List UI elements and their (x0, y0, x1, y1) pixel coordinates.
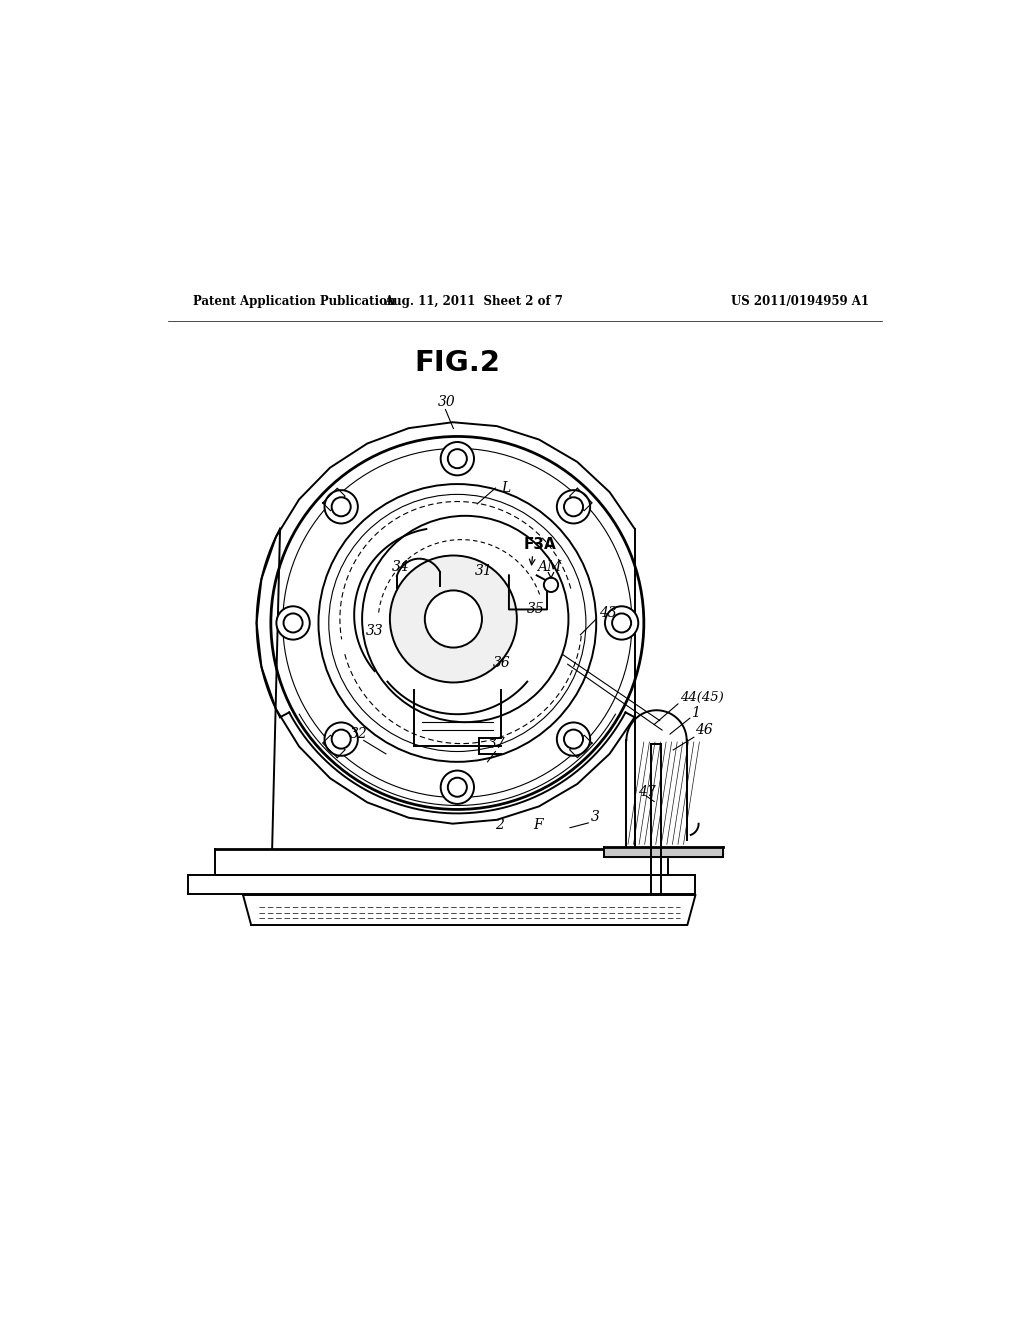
Circle shape (557, 722, 590, 756)
Text: Patent Application Publication: Patent Application Publication (194, 296, 395, 308)
Text: 33: 33 (367, 624, 384, 638)
Circle shape (612, 614, 631, 632)
Circle shape (332, 498, 350, 516)
Circle shape (425, 590, 482, 648)
Circle shape (276, 606, 309, 640)
Text: 1: 1 (691, 706, 700, 719)
Polygon shape (323, 488, 345, 511)
Text: 32: 32 (350, 727, 368, 741)
Text: 35: 35 (527, 602, 545, 615)
Text: 37: 37 (487, 738, 505, 751)
Text: 2: 2 (496, 818, 504, 833)
Circle shape (447, 449, 467, 469)
Circle shape (544, 578, 558, 591)
Text: F3A: F3A (523, 537, 556, 552)
Text: US 2011/0194959 A1: US 2011/0194959 A1 (731, 296, 869, 308)
Text: 44(45): 44(45) (680, 690, 723, 704)
Text: 36: 36 (494, 656, 511, 669)
Circle shape (325, 722, 357, 756)
Text: 30: 30 (437, 395, 456, 409)
Polygon shape (569, 735, 592, 758)
Text: 43: 43 (599, 606, 616, 619)
Circle shape (564, 730, 583, 748)
Polygon shape (569, 488, 592, 511)
Circle shape (440, 442, 474, 475)
Text: FIG.2: FIG.2 (415, 350, 501, 378)
Circle shape (332, 730, 350, 748)
Polygon shape (604, 846, 723, 857)
Circle shape (440, 771, 474, 804)
Text: 46: 46 (695, 723, 713, 737)
Circle shape (557, 490, 590, 524)
Text: L: L (501, 480, 510, 495)
Text: Aug. 11, 2011  Sheet 2 of 7: Aug. 11, 2011 Sheet 2 of 7 (384, 296, 562, 308)
Text: 31: 31 (475, 565, 493, 578)
Polygon shape (323, 735, 345, 758)
Text: F: F (532, 818, 543, 833)
Circle shape (390, 556, 517, 682)
Circle shape (605, 606, 638, 640)
Circle shape (284, 614, 303, 632)
Text: 34: 34 (391, 560, 410, 574)
Circle shape (564, 498, 583, 516)
Text: AM: AM (537, 561, 561, 574)
Text: 3: 3 (591, 810, 599, 825)
Circle shape (447, 777, 467, 797)
Text: 47: 47 (638, 785, 656, 799)
Circle shape (325, 490, 357, 524)
